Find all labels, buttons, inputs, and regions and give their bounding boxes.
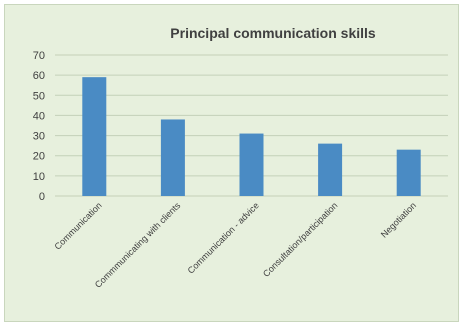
y-tick-label: 70 bbox=[33, 50, 45, 62]
y-tick-label: 40 bbox=[33, 110, 45, 122]
bar-3 bbox=[239, 133, 264, 196]
y-tick-label: 0 bbox=[39, 191, 45, 203]
x-category-label: Commmunicating with clients bbox=[93, 200, 183, 290]
bars bbox=[82, 77, 421, 196]
x-category-label: Negotiation bbox=[379, 200, 418, 239]
x-category-label: Consultation/participation bbox=[261, 200, 340, 279]
y-tick-label: 30 bbox=[33, 131, 45, 143]
x-category-label: Communication - advice bbox=[186, 200, 261, 275]
bar-4 bbox=[318, 143, 343, 196]
y-axis-ticks: 0 10 20 30 40 50 60 70 bbox=[33, 50, 45, 203]
y-tick-label: 50 bbox=[33, 90, 45, 102]
bar-1 bbox=[82, 77, 107, 196]
chart-title: Principal communication skills bbox=[170, 25, 376, 41]
bar-2 bbox=[160, 119, 185, 196]
y-tick-label: 20 bbox=[33, 151, 45, 163]
y-tick-label: 60 bbox=[33, 70, 45, 82]
y-tick-label: 10 bbox=[33, 171, 45, 183]
bar-5 bbox=[396, 149, 421, 196]
chart-area bbox=[4, 4, 459, 322]
gridlines bbox=[55, 54, 448, 197]
x-category-label: Communication bbox=[52, 200, 103, 251]
